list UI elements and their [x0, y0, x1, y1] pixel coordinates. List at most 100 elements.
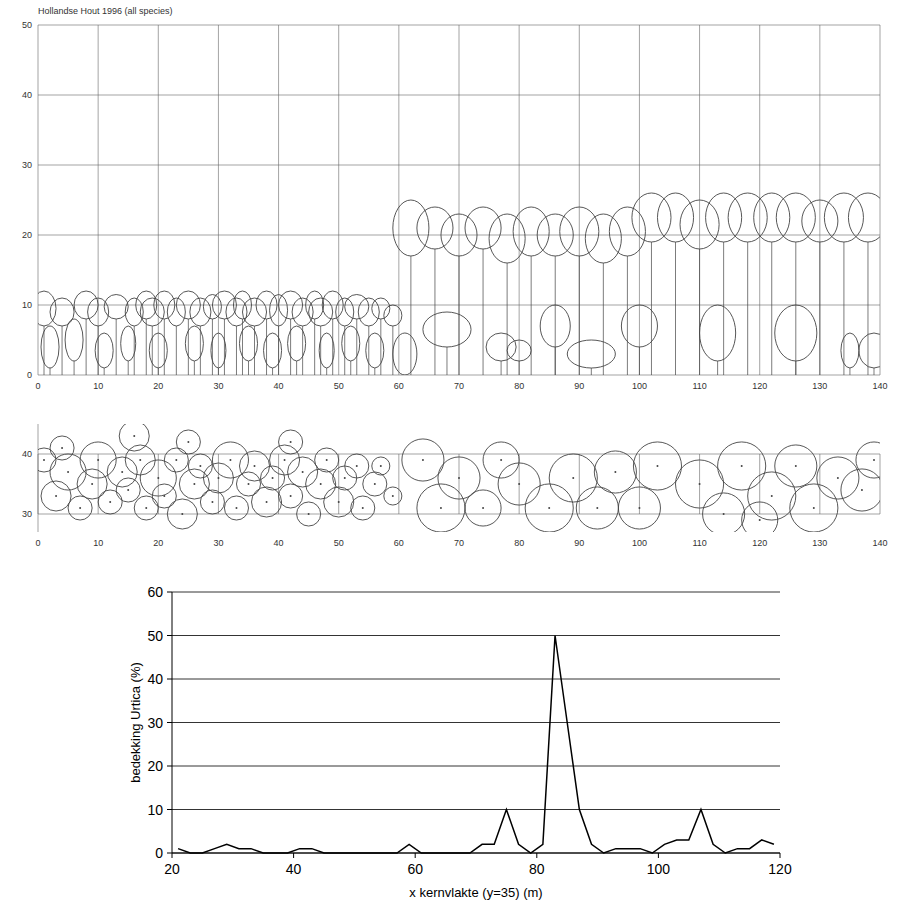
tick-label: 10 [93, 538, 103, 548]
stem [146, 319, 147, 375]
stem-position [596, 507, 598, 509]
stem [290, 319, 291, 375]
stem [849, 368, 850, 375]
stem-position [187, 441, 189, 443]
crown [618, 487, 660, 529]
grid-line [759, 454, 760, 514]
stem-position [771, 495, 773, 497]
stem-position [127, 489, 129, 491]
crown [270, 295, 288, 327]
stem [128, 361, 129, 375]
stem [278, 326, 279, 375]
crown [486, 333, 516, 361]
crown [366, 333, 384, 368]
grid-line [278, 25, 279, 375]
grid-line [172, 635, 780, 636]
stem-position [759, 519, 761, 521]
stem-position [211, 501, 213, 503]
crown [190, 298, 211, 326]
stem-position [302, 471, 304, 473]
grid-line [579, 454, 580, 514]
tick-label: 30 [22, 509, 32, 519]
crown [856, 442, 880, 478]
stem [212, 319, 213, 375]
crown [417, 207, 453, 249]
stem [380, 319, 381, 375]
crown [167, 499, 197, 529]
crown [790, 484, 838, 532]
tick-label: 80 [529, 861, 545, 877]
profile-axes: 0102030405060708090100110120130140010203… [22, 20, 888, 391]
crown [384, 305, 402, 326]
grid-line [819, 454, 820, 514]
stem [747, 242, 748, 375]
tick-label: 80 [514, 381, 524, 391]
crown [279, 484, 303, 508]
stem [603, 263, 604, 375]
crown [351, 496, 375, 520]
stem [104, 368, 105, 375]
tick-label: 70 [454, 381, 464, 391]
crown [748, 472, 796, 520]
crown [680, 200, 719, 249]
stem [236, 326, 237, 375]
stem [326, 368, 327, 375]
crown [576, 487, 618, 529]
crown [345, 454, 369, 478]
stem-position [97, 459, 99, 461]
stem [507, 263, 508, 375]
crown [706, 193, 742, 242]
stem-position [326, 459, 328, 461]
crown [154, 291, 175, 319]
title: Hollandse Hout 1996 (all species) [38, 6, 173, 16]
crown [384, 487, 402, 505]
tick-label: 100 [647, 861, 671, 877]
stem-position [638, 507, 640, 509]
crown [270, 445, 300, 475]
grid-line [880, 454, 881, 514]
crown [41, 326, 59, 368]
tick-label: 40 [22, 90, 32, 100]
crown [279, 291, 303, 319]
crown [95, 333, 113, 368]
crown [402, 439, 444, 481]
crown [363, 472, 387, 496]
stem [723, 242, 724, 375]
stem [218, 368, 219, 375]
stem-position [392, 495, 394, 497]
series [178, 636, 774, 854]
tick-mark [293, 853, 294, 858]
crown [239, 326, 257, 361]
tick-label: 90 [574, 538, 584, 548]
tick-label: 0 [35, 381, 40, 391]
stem-position [458, 477, 460, 479]
stem [501, 361, 502, 375]
stem [795, 242, 796, 375]
stem-position [873, 459, 875, 461]
tick-label: 30 [22, 160, 32, 170]
grid-line [38, 514, 880, 515]
stem [332, 319, 333, 375]
stem-position [235, 507, 237, 509]
tick-label: 40 [286, 861, 302, 877]
crown [775, 305, 817, 361]
tick-mark [780, 853, 781, 858]
crown [80, 442, 116, 478]
tick-label: 130 [812, 381, 827, 391]
tick-label: 20 [153, 381, 163, 391]
tick-label: 120 [752, 538, 767, 548]
crown [292, 298, 313, 326]
stem-position [229, 459, 231, 461]
stem [188, 319, 189, 375]
tick-label: 0 [35, 538, 40, 548]
stem-position [440, 507, 442, 509]
crown [152, 484, 176, 508]
stem-position [55, 495, 57, 497]
crown [423, 312, 471, 347]
crown [525, 484, 573, 532]
stem [302, 326, 303, 375]
crown [226, 298, 247, 326]
stem [224, 319, 225, 375]
stem [459, 256, 460, 375]
stem [867, 242, 868, 375]
